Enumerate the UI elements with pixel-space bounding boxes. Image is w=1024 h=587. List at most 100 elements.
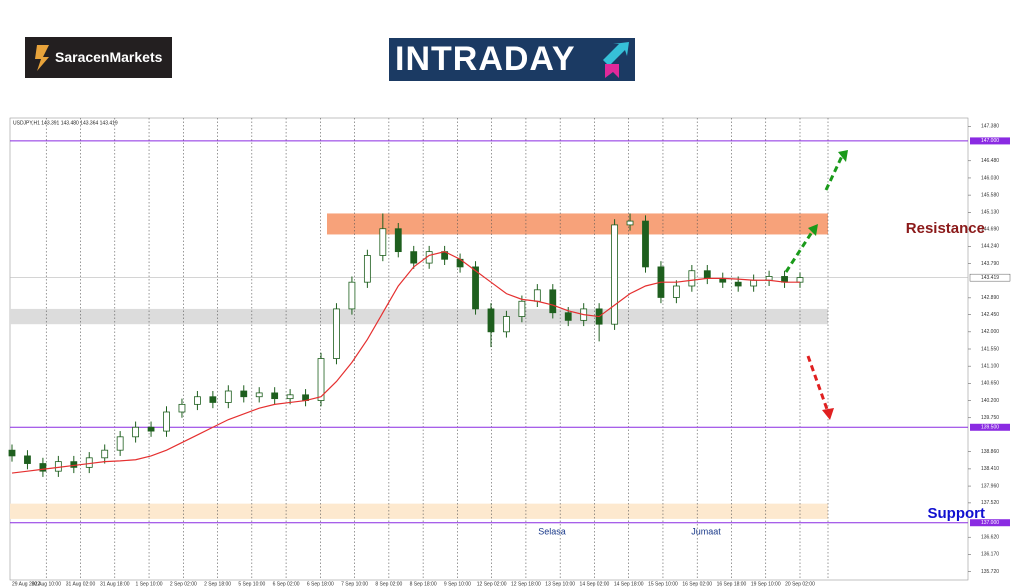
level-label-box xyxy=(970,137,1010,145)
resistance-label: Resistance xyxy=(906,220,985,237)
y-tick-label: 137.520 xyxy=(981,500,999,506)
candle-body xyxy=(348,281,356,310)
x-tick-label: 12 Sep 02:00 xyxy=(477,581,507,587)
candle-body xyxy=(796,277,804,283)
x-tick-label: 9 Sep 10:00 xyxy=(444,581,471,587)
annotation: Selasa xyxy=(538,526,566,536)
annotation: Jumaat xyxy=(691,526,721,536)
candle-body xyxy=(286,394,294,400)
arrow-head xyxy=(822,408,834,420)
brand-icon xyxy=(35,45,49,71)
candle-body xyxy=(518,300,526,317)
candle-body xyxy=(70,461,78,468)
y-tick-label: 146.480 xyxy=(981,158,999,164)
y-tick-label: 141.100 xyxy=(981,364,999,370)
moving-average xyxy=(11,251,800,474)
candle-body xyxy=(549,289,557,314)
logo-text: INTRADAY xyxy=(395,40,576,78)
red-arrow xyxy=(806,355,830,413)
x-tick-label: 14 Sep 18:00 xyxy=(614,581,644,587)
x-tick-label: 13 Sep 10:00 xyxy=(545,581,575,587)
level-label-box xyxy=(970,423,1010,431)
candle-body xyxy=(688,270,696,287)
y-tick-label: 144.240 xyxy=(981,244,999,250)
x-tick-label: 19 Sep 10:00 xyxy=(751,581,781,587)
candle-body xyxy=(379,228,387,256)
x-tick-label: 6 Sep 18:00 xyxy=(307,581,334,587)
x-tick-label: 16 Sep 02:00 xyxy=(682,581,712,587)
y-tick-label: 139.750 xyxy=(981,415,999,421)
candle-body xyxy=(703,270,711,279)
zone xyxy=(10,308,828,325)
x-tick-label: 5 Sep 10:00 xyxy=(238,581,265,587)
level-label-box xyxy=(970,519,1010,527)
candle-body xyxy=(626,220,634,226)
candle-body xyxy=(209,396,217,403)
candle-body xyxy=(672,285,680,298)
zone xyxy=(10,503,828,519)
green-arrows xyxy=(784,155,844,273)
candle-body xyxy=(533,289,541,302)
candle-body xyxy=(39,463,47,472)
candle-body xyxy=(317,358,325,401)
candle-body xyxy=(487,308,495,333)
x-tick-label: 31 Aug 02:00 xyxy=(66,581,96,587)
candle-body xyxy=(255,392,263,398)
price-label: 143.419 xyxy=(981,275,999,281)
x-tick-label: 2 Sep 02:00 xyxy=(170,581,197,587)
y-tick-label: 138.410 xyxy=(981,466,999,472)
candle-body xyxy=(410,251,418,264)
candle-body xyxy=(394,228,402,253)
candle-body xyxy=(564,312,572,321)
y-tick-label: 136.170 xyxy=(981,552,999,558)
candle-body xyxy=(734,281,742,287)
y-tick-label: 141.550 xyxy=(981,346,999,352)
x-tick-label: 30 Aug 10:00 xyxy=(32,581,62,587)
level-label: 137.000 xyxy=(981,520,999,526)
x-tick-label: 7 Sep 10:00 xyxy=(341,581,368,587)
x-tick-label: 16 Sep 18:00 xyxy=(717,581,747,587)
candle-body xyxy=(116,436,124,451)
y-tick-label: 145.130 xyxy=(981,210,999,216)
x-tick-label: 15 Sep 10:00 xyxy=(648,581,678,587)
level-label: 147.000 xyxy=(981,138,999,144)
brand-logo: SaracenMarkets xyxy=(25,37,172,78)
candle-body xyxy=(147,426,155,432)
y-tick-label: 143.790 xyxy=(981,261,999,267)
y-tick-label: 140.200 xyxy=(981,398,999,404)
y-tick-label: 142.890 xyxy=(981,295,999,301)
candle-body xyxy=(224,390,232,403)
y-tick-label: 147.380 xyxy=(981,124,999,130)
candle-body xyxy=(101,449,109,459)
y-tick-label: 142.000 xyxy=(981,329,999,335)
x-tick-label: 12 Sep 18:00 xyxy=(511,581,541,587)
chart-title: USDJPY,H1 143.391 143.480 143.364 143.41… xyxy=(13,120,118,126)
candle-body xyxy=(611,224,618,325)
candle-body xyxy=(240,390,248,398)
x-tick-label: 2 Sep 18:00 xyxy=(204,581,231,587)
x-tick-label: 8 Sep 02:00 xyxy=(375,581,402,587)
y-tick-label: 144.690 xyxy=(981,226,999,232)
y-tick-label: 137.960 xyxy=(981,483,999,489)
candle-body xyxy=(8,449,16,457)
brand-text: SaracenMarkets xyxy=(55,49,163,65)
candle-body xyxy=(54,461,62,472)
support-label: Support xyxy=(928,505,986,522)
x-tick-label: 8 Sep 18:00 xyxy=(410,581,437,587)
intraday-logo: INTRADAY xyxy=(389,38,635,81)
candle-body xyxy=(472,266,479,310)
x-tick-label: 14 Sep 02:00 xyxy=(580,581,610,587)
zone xyxy=(327,213,828,235)
logo-arrows xyxy=(603,42,629,78)
header: SaracenMarkets INTRADAY xyxy=(0,0,1024,110)
candle-body xyxy=(642,220,649,268)
y-tick-label: 146.030 xyxy=(981,175,999,181)
candle-body xyxy=(271,392,279,400)
y-tick-label: 138.860 xyxy=(981,449,999,455)
y-tick-label: 136.620 xyxy=(981,535,999,541)
candle-body xyxy=(333,308,340,359)
price-label-box xyxy=(969,273,1011,282)
y-tick-label: 135.720 xyxy=(981,569,999,575)
